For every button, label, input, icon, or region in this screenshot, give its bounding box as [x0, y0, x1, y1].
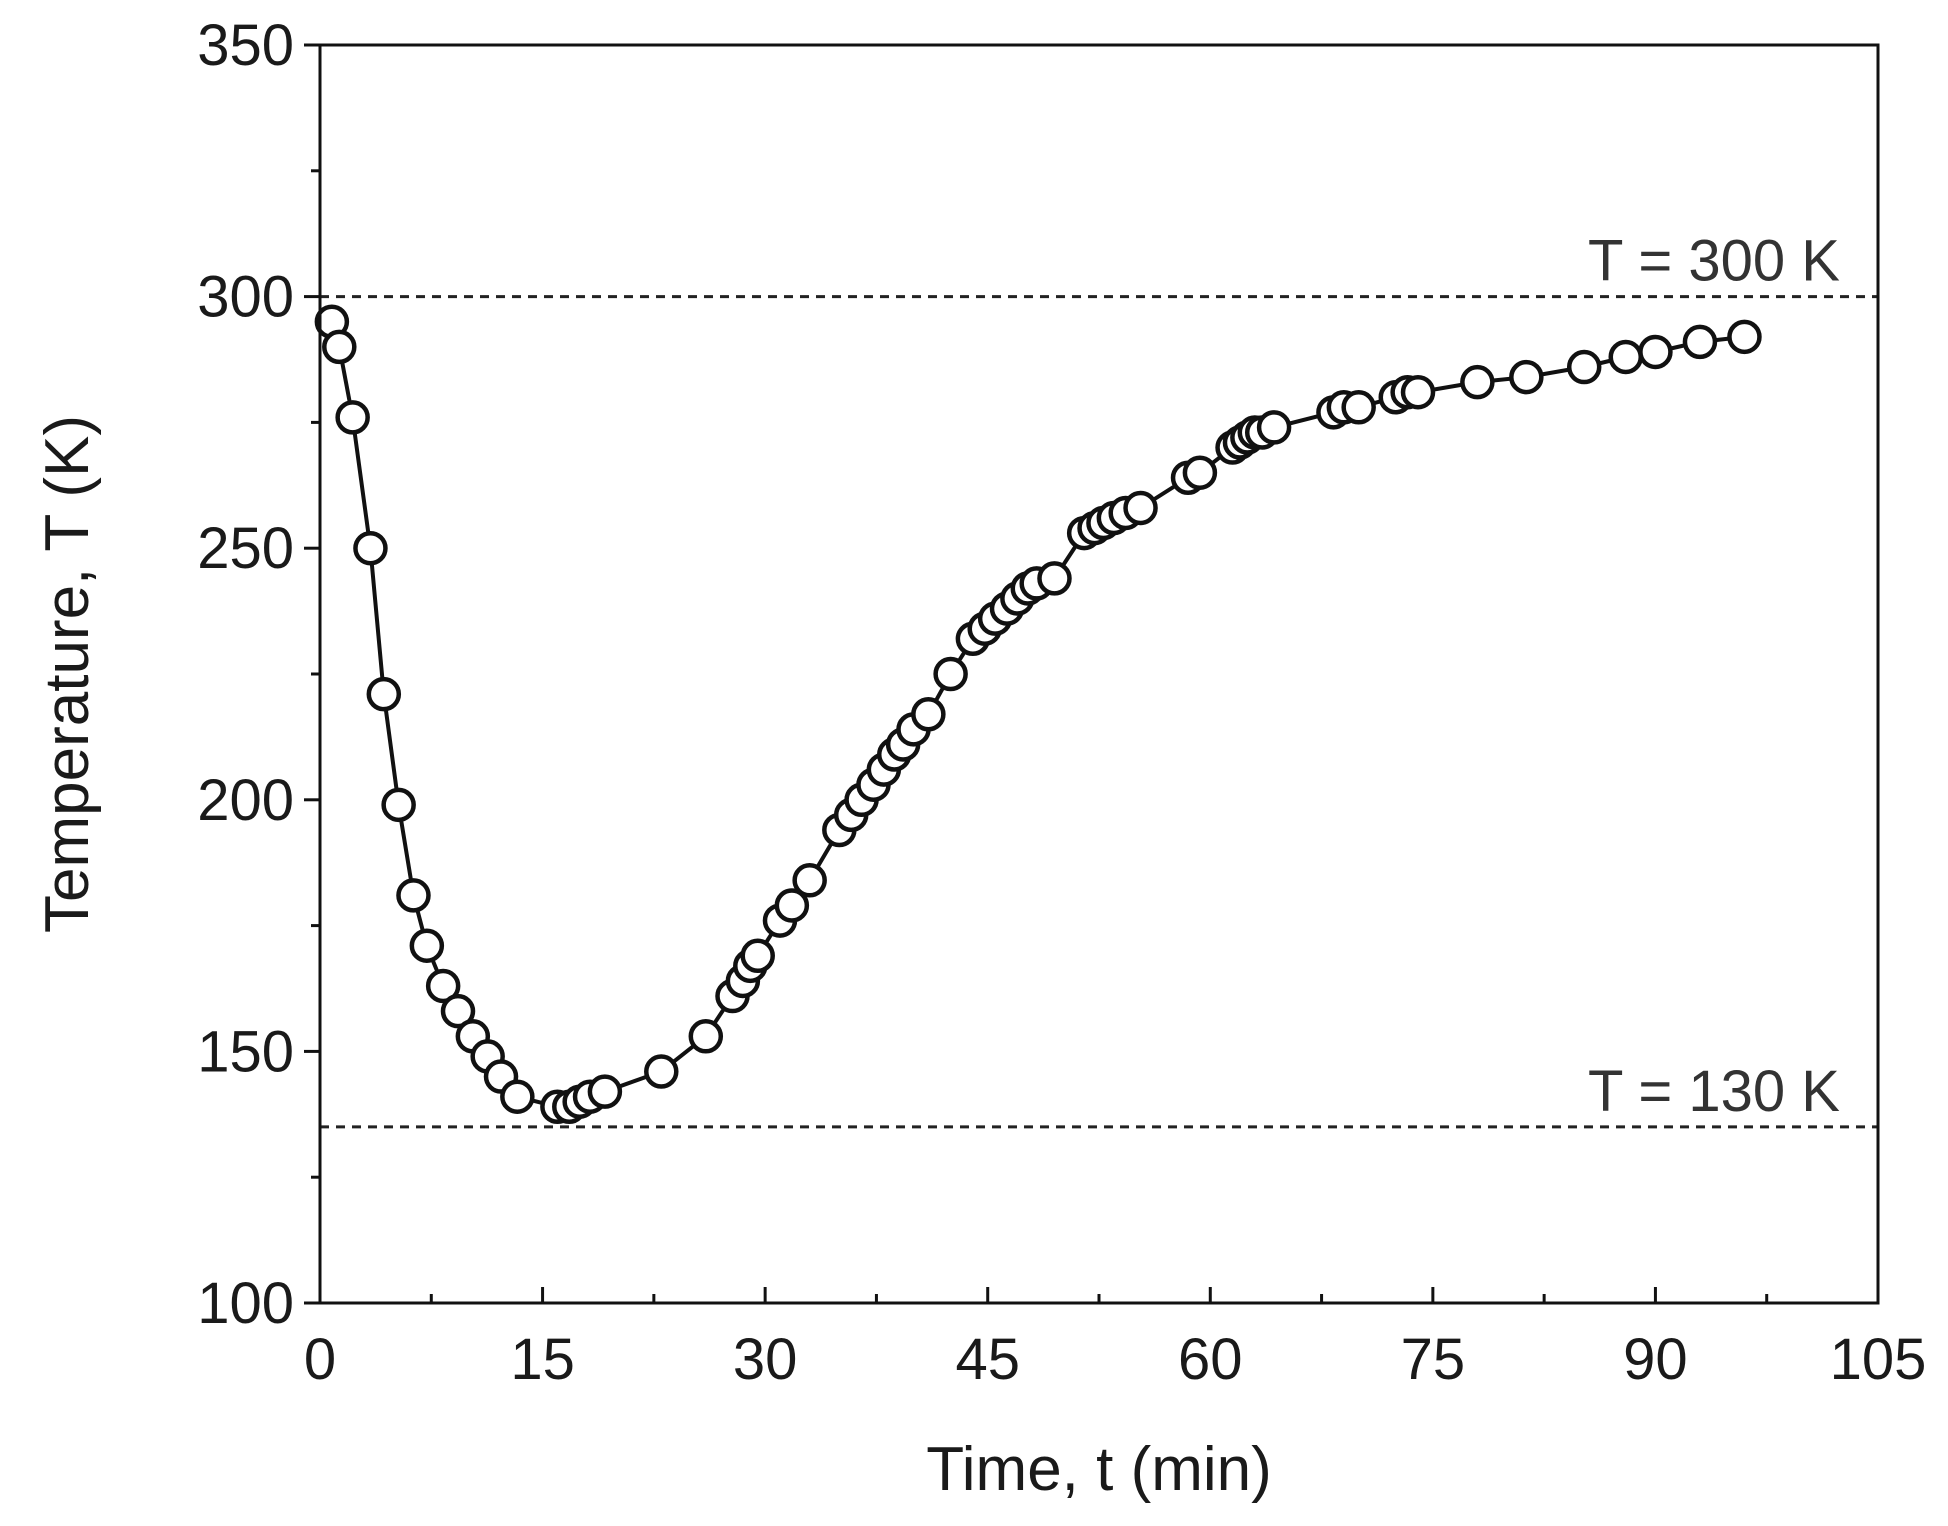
data-point	[1682, 324, 1718, 360]
x-tick-label: 75	[1401, 1327, 1466, 1392]
data-point	[740, 938, 775, 974]
x-tick-label: 90	[1623, 1327, 1688, 1392]
x-tick-label: 60	[1178, 1327, 1243, 1392]
x-tick-label: 0	[304, 1327, 336, 1392]
data-point	[353, 530, 388, 566]
y-tick-label: 100	[197, 1271, 294, 1336]
y-tick-label: 350	[197, 13, 294, 78]
data-point	[644, 1054, 679, 1089]
data-point	[1123, 490, 1158, 526]
data-point	[1638, 334, 1673, 370]
data-point	[396, 878, 431, 913]
y-axis-title: Temperature, T (K)	[33, 415, 102, 933]
x-tick-label: 45	[955, 1327, 1020, 1392]
x-axis-ticks: 0 15 30 45 60 75 90 105	[304, 1287, 1927, 1392]
y-tick-label: 250	[197, 516, 294, 581]
series-line	[329, 321, 1745, 1109]
data-point	[1037, 561, 1072, 596]
x-tick-label: 105	[1830, 1327, 1927, 1392]
data-point	[1727, 319, 1762, 355]
data-point	[587, 1074, 623, 1109]
data-point	[774, 888, 810, 923]
data-point	[1182, 455, 1218, 490]
data-point	[1509, 359, 1544, 395]
reference-label-130k: T = 130 K	[1588, 1059, 1840, 1124]
data-point	[1566, 349, 1602, 385]
series-layer	[314, 304, 1762, 1125]
x-axis-title: Time, t (min)	[926, 1435, 1272, 1504]
data-point	[500, 1079, 535, 1114]
y-tick-label: 200	[197, 768, 294, 833]
data-point	[1400, 374, 1436, 410]
data-point	[366, 676, 402, 712]
data-point	[409, 928, 445, 963]
data-point	[381, 787, 416, 823]
data-point	[792, 863, 827, 898]
y-tick-label: 150	[197, 1019, 294, 1084]
data-point	[425, 968, 461, 1004]
y-tick-label: 300	[197, 265, 294, 330]
data-point	[322, 329, 357, 365]
data-point	[688, 1019, 724, 1054]
data-point	[1341, 390, 1376, 425]
data-point	[1256, 410, 1292, 445]
data-point	[335, 400, 370, 435]
data-point	[1608, 339, 1644, 375]
reference-label-300k: T = 300 K	[1588, 229, 1840, 294]
y-axis-ticks: 100 150 200 250 300 350	[197, 13, 320, 1336]
data-point	[1460, 364, 1495, 400]
x-tick-label: 30	[733, 1327, 798, 1392]
data-point	[440, 993, 476, 1029]
x-tick-label: 15	[510, 1327, 575, 1392]
data-point	[911, 697, 946, 732]
data-point	[933, 656, 968, 692]
